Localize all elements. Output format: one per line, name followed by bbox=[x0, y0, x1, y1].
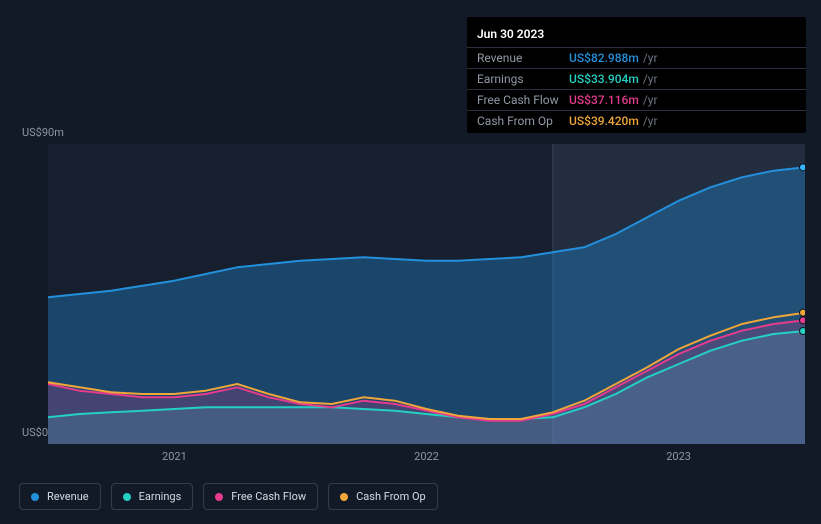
tooltip-row: RevenueUS$82.988m/yr bbox=[467, 47, 806, 68]
tooltip-label: Cash From Op bbox=[477, 114, 569, 128]
tooltip-row: Free Cash FlowUS$37.116m/yr bbox=[467, 89, 806, 110]
legend-item-cash-from-op[interactable]: Cash From Op bbox=[328, 483, 438, 510]
legend-dot-icon bbox=[123, 493, 131, 501]
tooltip-label: Free Cash Flow bbox=[477, 93, 569, 107]
tooltip-value: US$82.988m bbox=[569, 51, 639, 65]
legend-label: Cash From Op bbox=[356, 490, 426, 503]
chart-tooltip: Jun 30 2023 RevenueUS$82.988m/yrEarnings… bbox=[467, 17, 806, 133]
tooltip-label: Revenue bbox=[477, 51, 569, 65]
tooltip-unit: /yr bbox=[643, 51, 658, 65]
financials-chart: { "chart": { "type": "area-line", "backg… bbox=[0, 0, 821, 524]
x-axis-tick: 2023 bbox=[666, 450, 691, 463]
tooltip-unit: /yr bbox=[643, 93, 658, 107]
tooltip-unit: /yr bbox=[643, 72, 658, 86]
legend-dot-icon bbox=[31, 493, 39, 501]
tooltip-value: US$37.116m bbox=[569, 93, 639, 107]
tooltip-row: Cash From OpUS$39.420m/yr bbox=[467, 110, 806, 131]
tooltip-value: US$39.420m bbox=[569, 114, 639, 128]
chart-legend: Revenue Earnings Free Cash Flow Cash From O… bbox=[19, 483, 438, 510]
legend-item-revenue[interactable]: Revenue bbox=[19, 483, 101, 510]
y-axis-max-label: US$90m bbox=[22, 126, 64, 139]
x-axis-tick: 2021 bbox=[162, 450, 187, 463]
legend-item-earnings[interactable]: Earnings bbox=[111, 483, 194, 510]
legend-label: Earnings bbox=[139, 490, 182, 503]
legend-label: Revenue bbox=[47, 490, 89, 503]
chart-plot-area[interactable] bbox=[48, 144, 805, 444]
tooltip-value: US$33.904m bbox=[569, 72, 639, 86]
legend-label: Free Cash Flow bbox=[231, 490, 306, 503]
legend-dot-icon bbox=[340, 493, 348, 501]
tooltip-date: Jun 30 2023 bbox=[467, 23, 806, 47]
tooltip-label: Earnings bbox=[477, 72, 569, 86]
tooltip-row: EarningsUS$33.904m/yr bbox=[467, 68, 806, 89]
legend-dot-icon bbox=[215, 493, 223, 501]
legend-item-free-cash-flow[interactable]: Free Cash Flow bbox=[203, 483, 318, 510]
y-axis-min-label: US$0 bbox=[22, 426, 48, 439]
x-axis-tick: 2022 bbox=[414, 450, 439, 463]
tooltip-unit: /yr bbox=[643, 114, 658, 128]
